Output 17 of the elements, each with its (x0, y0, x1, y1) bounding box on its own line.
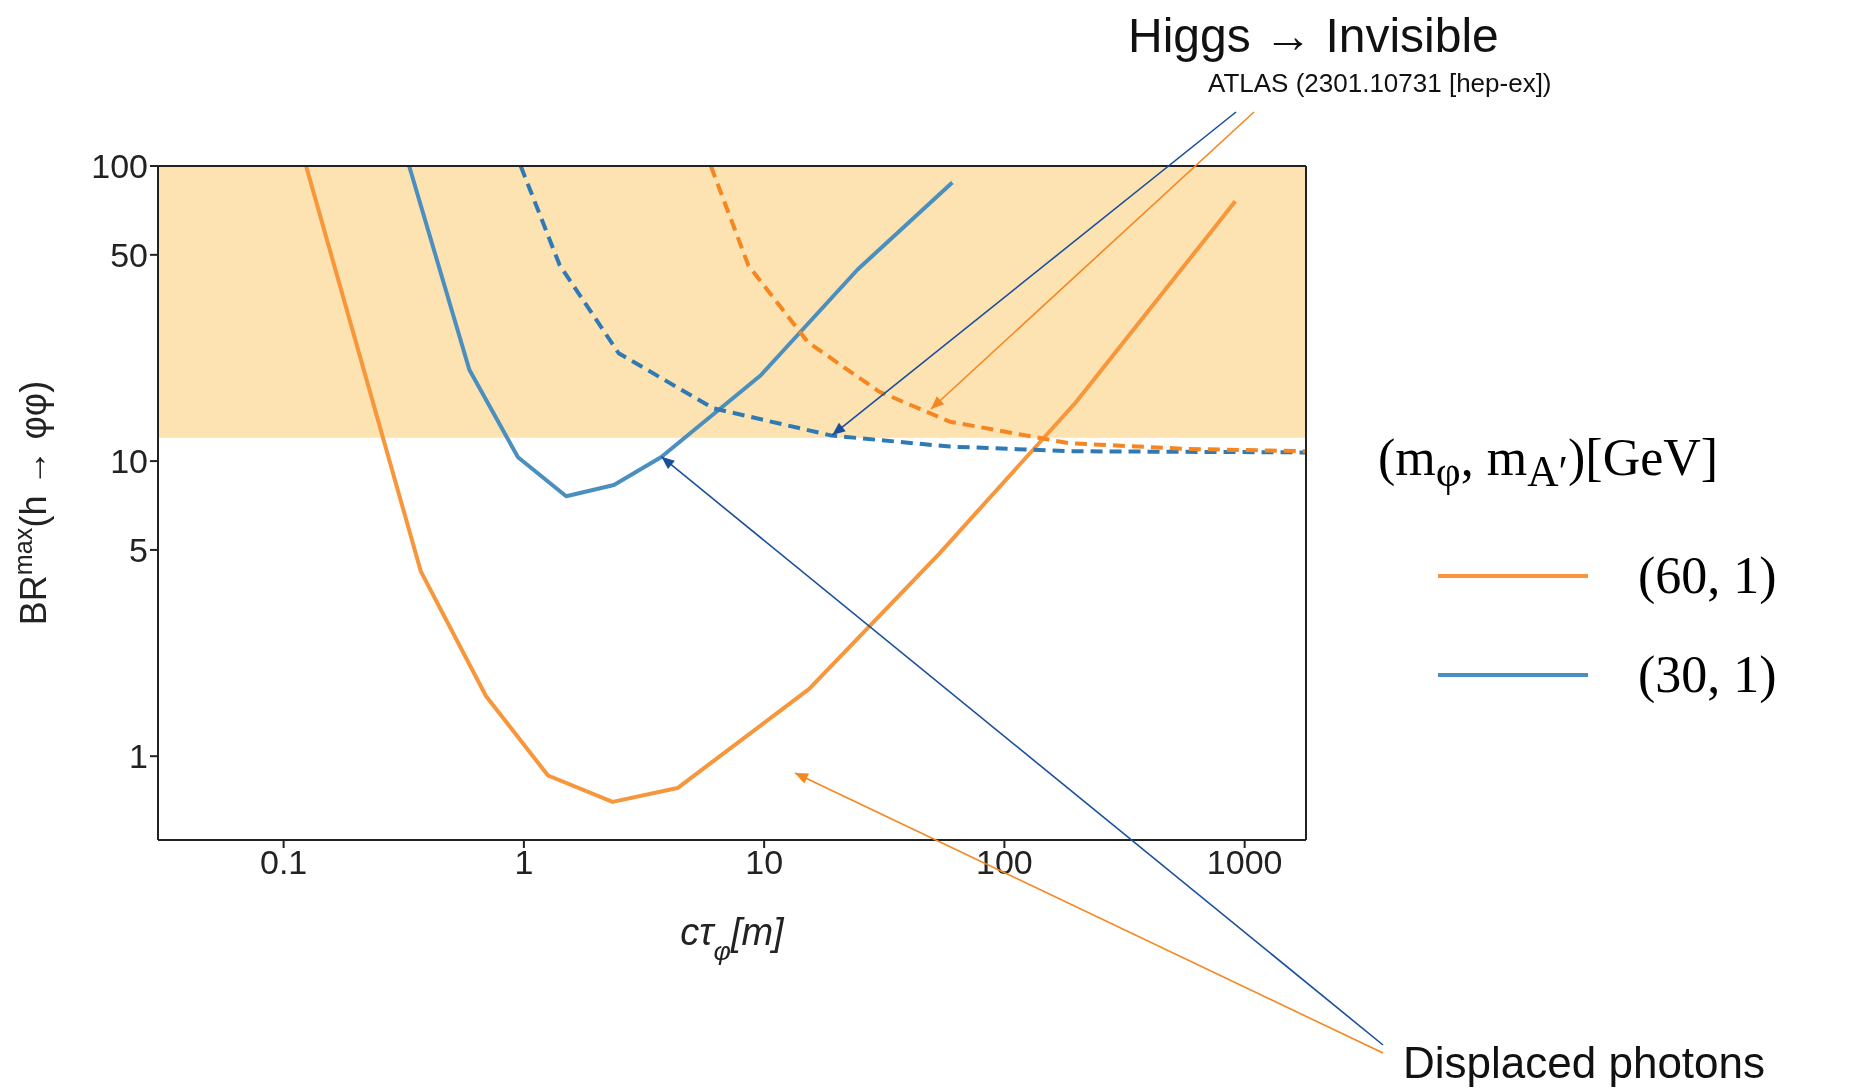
x-tick-label: 100 (976, 843, 1033, 882)
x-tick-label: 1000 (1206, 843, 1283, 882)
legend-title: (m$_{φ}$, m$_{A′}$)[GeV] (1378, 428, 1720, 497)
y-tick-label: 50 (110, 235, 148, 274)
annotation: Displaced photons (1403, 1038, 1766, 1088)
legend-label: (30, 1) (1638, 645, 1777, 705)
y-tick-label: 100 (91, 147, 148, 186)
annotation: ATLAS (2301.10731 [hep-ex]) (1208, 68, 1552, 99)
y-tick-label: 1 (129, 737, 148, 776)
chart-title: Higgs → Invisible (1128, 8, 1499, 63)
y-tick-label: 5 (129, 531, 148, 569)
x-axis-title: cτ$_{φ}$[m] (680, 911, 786, 966)
x-tick-label: 10 (745, 843, 784, 882)
x-tick-label: 1 (514, 843, 534, 882)
x-tick-label: 0.1 (259, 843, 308, 882)
legend-label: (60, 1) (1638, 546, 1777, 606)
y-tick-label: 10 (110, 442, 148, 481)
